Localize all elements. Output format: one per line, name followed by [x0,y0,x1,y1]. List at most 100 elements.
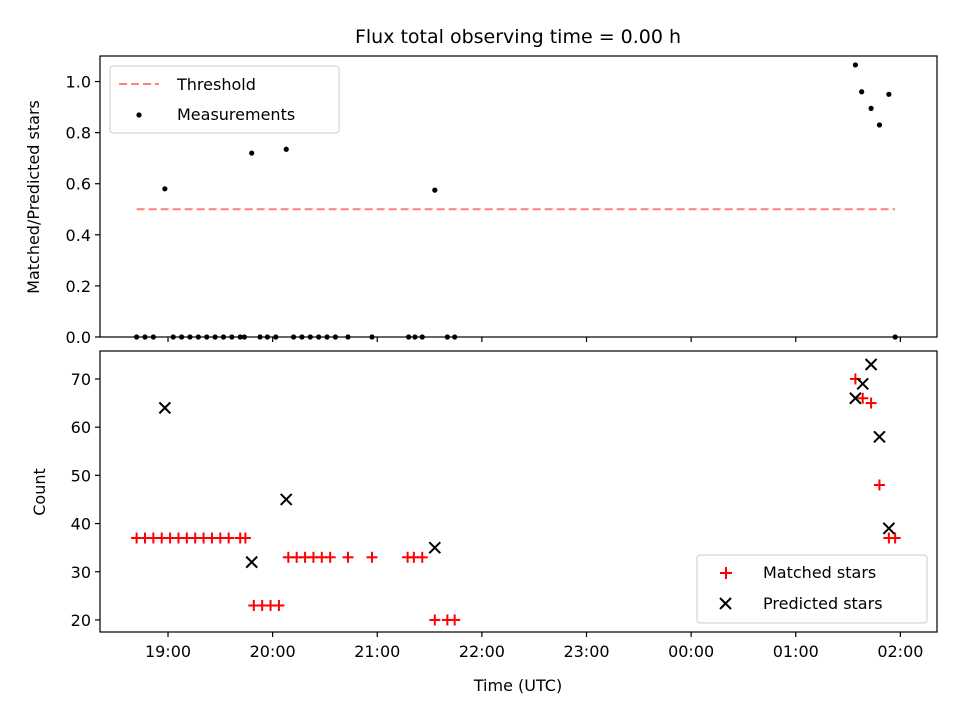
matched-star-point [223,532,235,544]
legend-measurements-label: Measurements [177,105,295,124]
measurement-point [852,62,858,68]
top-y-tick-label: 0.8 [66,124,91,143]
measurement-point [195,334,201,340]
matched-star-point [416,551,428,563]
measurement-point [876,122,883,128]
measurement-point [170,334,176,340]
predicted-star-point [245,555,258,569]
measurement-point [452,334,458,340]
x-tick-label: 23:00 [563,642,609,661]
x-axis-label: Time (UTC) [473,676,562,695]
measurement-point [892,334,898,340]
measurement-point [257,334,263,340]
matched-star-point [273,599,285,611]
measurement-point [283,146,289,152]
measurement-point [432,187,438,193]
x-tick-label: 19:00 [145,642,191,661]
bottom-y-ticks: 20 30 40 50 60 70 [71,370,100,630]
top-y-tick-label: 0.4 [66,226,91,245]
measurement-point [150,334,156,340]
matched-star-point [366,551,378,563]
bottom-y-tick-label: 60 [71,418,91,437]
bottom-y-tick-label: 40 [71,515,91,534]
top-y-ticks: 0.0 0.2 0.4 0.6 0.8 1.0 [66,73,100,347]
top-y-tick-label: 1.0 [66,73,91,92]
measurement-point [886,91,892,97]
bottom-legend-box [696,554,928,624]
measurement-point [345,334,351,340]
top-y-tick-label: 0.0 [66,328,91,347]
predicted-star-point [158,401,172,415]
measurement-point [369,334,375,340]
top-x-ticks [167,337,901,342]
chart-title: Flux total observing time = 0.00 h [355,26,681,48]
measurement-point [237,334,243,340]
top-axes: 0.0 0.2 0.4 0.6 0.8 1.0 Matched/Predicted sta… [24,55,938,347]
matched-star-point [342,551,354,563]
measurement-point [316,334,322,340]
matched-star-point [857,392,869,404]
x-tick-label: 20:00 [250,642,296,661]
legend-predicted-label: Predicted stars [763,594,883,613]
legend-threshold-label: Threshold [176,75,256,94]
predicted-star-point [849,392,862,405]
matched-star-point [889,532,901,544]
bottom-x-ticks: 19:00 20:00 21:00 22:00 23:00 00:00 01:00 02:00 [145,632,923,661]
x-tick-label: 21:00 [354,642,400,661]
x-tick-label: 00:00 [668,642,714,661]
matched-star-point [865,397,877,409]
measurement-point [290,334,297,340]
predicted-star-point [428,541,442,554]
x-tick-label: 02:00 [877,642,923,661]
legend-matched-swatch [720,567,732,579]
top-y-axis-label: Matched/Predicted stars [24,100,43,294]
measurement-point [264,334,270,340]
measurement-point [187,334,193,340]
measurements-points [134,62,898,340]
bottom-y-tick-label: 20 [71,611,91,630]
measurement-point [868,105,874,111]
measurement-point [406,334,412,340]
measurement-point [332,334,339,340]
predicted-star-point [856,377,869,390]
bottom-plot-frame [99,350,938,633]
matched-star-point [873,479,885,491]
top-legend: Threshold Measurements [109,65,340,134]
top-plot-frame [99,55,938,338]
bottom-y-tick-label: 50 [71,466,91,485]
measurement-point [204,334,210,340]
measurement-point [419,334,425,340]
measurement-point [444,334,450,340]
measurement-point [307,334,313,340]
measurement-point [142,334,148,340]
matched-stars-points [131,373,901,626]
legend-measurements-swatch [136,112,142,118]
measurement-point [249,150,255,156]
predicted-stars-points [158,358,896,569]
bottom-legend: Matched stars Predicted stars [696,554,928,624]
measurement-point [212,334,218,340]
measurement-point [220,334,227,340]
measurement-point [179,334,185,340]
predicted-star-point [882,522,896,535]
measurement-point [162,186,168,192]
measurement-point [299,334,305,340]
predicted-star-point [873,430,886,444]
matched-star-point [429,614,441,626]
measurement-point [273,334,279,340]
bottom-y-tick-label: 30 [71,563,91,582]
bottom-axes: 20 30 40 50 60 70 19:00 20:00 21:00 22:00 23:00 00… [30,350,938,695]
measurement-point [134,334,140,340]
top-y-tick-label: 0.2 [66,277,91,296]
matched-star-point [239,532,251,544]
measurement-point [241,334,247,340]
legend-matched-label: Matched stars [763,563,876,582]
bottom-y-tick-label: 70 [71,370,91,389]
measurement-point [412,334,418,340]
legend-predicted-swatch [719,597,732,610]
predicted-star-point [280,493,293,506]
top-y-tick-label: 0.6 [66,175,91,194]
x-tick-label: 22:00 [459,642,505,661]
x-tick-label: 01:00 [773,642,819,661]
